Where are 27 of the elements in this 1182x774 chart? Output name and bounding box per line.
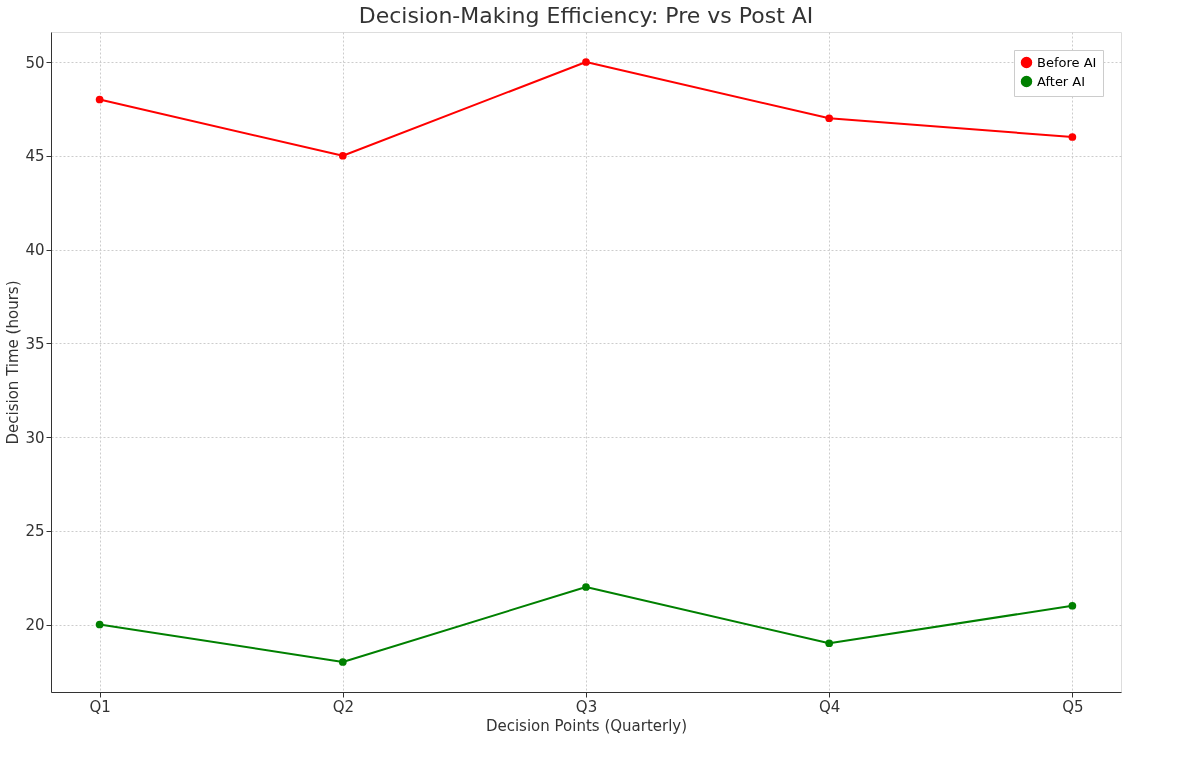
y-tick-label: 40 <box>25 241 45 259</box>
y-tick-label: 50 <box>25 53 45 72</box>
x-tick-label: Q2 <box>332 697 354 716</box>
y-tick-label: 30 <box>25 428 45 447</box>
x-tick-label: Q1 <box>89 697 111 716</box>
point <box>1068 133 1077 141</box>
x-tick-label: Q3 <box>575 697 598 716</box>
y-axis-title: Decision Time (hours) <box>4 280 23 445</box>
y-tick-label: 20 <box>25 616 45 634</box>
point <box>825 639 834 648</box>
x-tick-label: Q4 <box>819 697 841 716</box>
point <box>582 58 590 66</box>
point <box>338 658 347 666</box>
point <box>95 620 104 629</box>
y-tick-label: 25 <box>25 522 45 541</box>
x-tick-label: Q5 <box>1062 697 1084 716</box>
x-axis-title: Decision Points (Quarterly) <box>485 716 688 735</box>
legend-label: After AI <box>1037 73 1086 89</box>
point <box>1068 601 1077 610</box>
legend-label: Before AI <box>1037 54 1097 70</box>
point <box>582 583 590 591</box>
point <box>338 151 347 160</box>
y-tick-label: 45 <box>25 147 45 166</box>
chart-title: Decision-Making Efficiency: Pre vs Post AI <box>358 3 814 28</box>
point <box>825 114 834 123</box>
point <box>95 95 104 104</box>
y-tick-label: 35 <box>25 334 45 353</box>
